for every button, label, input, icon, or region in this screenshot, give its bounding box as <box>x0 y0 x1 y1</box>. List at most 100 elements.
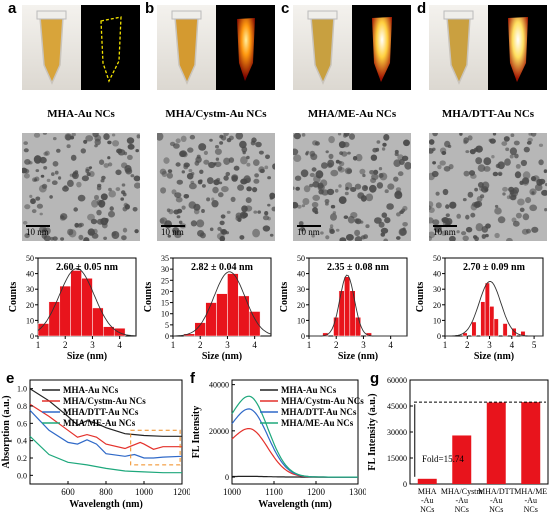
legend-label: MHA-Au NCs <box>281 385 337 395</box>
nanocluster-particle <box>345 182 353 190</box>
nanocluster-particle <box>51 172 55 176</box>
nanocluster-particle <box>219 220 225 226</box>
nanocluster-particle <box>69 135 75 140</box>
nanocluster-particle <box>262 225 271 232</box>
nanocluster-particle <box>35 169 40 173</box>
nanocluster-particle <box>311 201 319 208</box>
nanocluster-particle <box>396 212 401 217</box>
nanocluster-particle <box>209 138 213 142</box>
nanocluster-particle <box>345 234 354 241</box>
nanocluster-particle <box>519 207 525 212</box>
histogram-bar <box>92 307 104 337</box>
y-axis-label: Counts <box>143 282 154 313</box>
nanocluster-particle <box>350 187 357 192</box>
nanocluster-particle <box>33 155 42 164</box>
nanocluster-particle <box>510 194 517 201</box>
nanocluster-particle <box>193 208 200 215</box>
nanocluster-particle <box>309 183 314 188</box>
nanocluster-particle <box>169 141 176 147</box>
nanocluster-particle <box>85 135 94 142</box>
nanocluster-particle <box>494 232 500 239</box>
nanocluster-particle <box>64 133 72 141</box>
nanocluster-particle <box>295 186 300 191</box>
nanocluster-particle <box>372 147 378 153</box>
nanocluster-particle <box>465 150 470 154</box>
nanocluster-particle <box>517 198 525 206</box>
scale-bar: 10 nm <box>26 225 50 237</box>
nanocluster-particle <box>67 179 74 187</box>
x-tick-label: 2 <box>198 340 203 350</box>
nanocluster-particle <box>267 203 271 207</box>
nanocluster-particle <box>122 192 127 197</box>
nanocluster-particle <box>103 236 107 240</box>
nanocluster-particle <box>54 170 59 175</box>
histogram-bar <box>227 273 239 337</box>
nanocluster-particle <box>66 144 71 149</box>
nanocluster-particle <box>475 201 483 208</box>
nanocluster-particle <box>369 184 377 193</box>
nanocluster-particle <box>475 157 483 165</box>
nanocluster-particle <box>428 139 435 145</box>
nanocluster-particle <box>246 186 252 192</box>
nanocluster-particle <box>264 211 269 216</box>
nanocluster-particle <box>24 204 31 210</box>
caption-c: MHA/ME-Au NCs <box>307 108 397 120</box>
nanocluster-particle <box>337 165 343 171</box>
nanocluster-particle <box>219 141 224 145</box>
nanocluster-particle <box>320 231 324 235</box>
nanocluster-particle <box>354 229 361 237</box>
nanocluster-particle <box>121 235 127 241</box>
nanocluster-particle <box>509 154 514 159</box>
x-tick-label: 4 <box>117 340 122 350</box>
nanocluster-particle <box>442 188 449 196</box>
nanocluster-particle <box>225 171 231 177</box>
nanocluster-particle <box>209 227 214 232</box>
nanocluster-particle <box>291 201 299 209</box>
category-label: -Au <box>421 496 433 505</box>
caption-a: MHA-Au NCs <box>47 108 115 120</box>
x-tick-label: 3 <box>225 340 230 350</box>
nanocluster-particle <box>313 175 321 183</box>
nanocluster-particle <box>214 161 222 168</box>
y-axis-label: Counts <box>415 282 426 313</box>
nanocluster-particle <box>534 183 543 191</box>
nanocluster-particle <box>96 218 104 225</box>
scale-bar: 10 nm <box>433 225 457 237</box>
nanocluster-particle <box>477 164 486 172</box>
nanocluster-particle <box>383 134 390 141</box>
nanocluster-particle <box>474 187 478 192</box>
nanocluster-particle <box>335 228 340 232</box>
panel-letter-b: b <box>145 0 155 17</box>
nanocluster-particle <box>330 213 337 221</box>
nanocluster-particle <box>321 162 328 169</box>
nanocluster-particle <box>203 150 208 155</box>
nanocluster-particle <box>293 132 301 140</box>
nanocluster-particle <box>529 204 538 212</box>
vial-photo-a <box>22 5 140 90</box>
nanocluster-particle <box>526 141 532 145</box>
nanocluster-particle <box>441 218 445 221</box>
nanocluster-particle <box>245 197 252 204</box>
nanocluster-particle <box>107 156 111 160</box>
nanocluster-particle <box>512 187 520 194</box>
nanocluster-particle <box>134 229 139 234</box>
x-tick-label: 1200 <box>307 487 326 497</box>
nanocluster-particle <box>103 163 109 168</box>
x-tick-label: 1 <box>171 340 176 350</box>
nanocluster-particle <box>159 217 168 225</box>
series-line <box>231 428 358 478</box>
nanocluster-particle <box>338 161 345 167</box>
nanocluster-particle <box>253 159 260 166</box>
nanocluster-particle <box>221 186 229 193</box>
nanocluster-particle <box>481 234 486 239</box>
nanocluster-particle <box>362 173 366 178</box>
nanocluster-particle <box>541 189 549 196</box>
absorption-chart: 600 800 1000 1200 0.0 0.2 0.4 0.6 0.8 1.0 Waveleng… <box>1 379 190 510</box>
nanocluster-particle <box>312 194 320 201</box>
nanocluster-particle <box>530 176 537 182</box>
nanocluster-particle <box>109 206 114 211</box>
nanocluster-particle <box>506 195 511 200</box>
x-tick-label: 1200 <box>173 487 190 497</box>
nanocluster-particle <box>338 184 342 188</box>
nanocluster-particle <box>166 208 171 213</box>
